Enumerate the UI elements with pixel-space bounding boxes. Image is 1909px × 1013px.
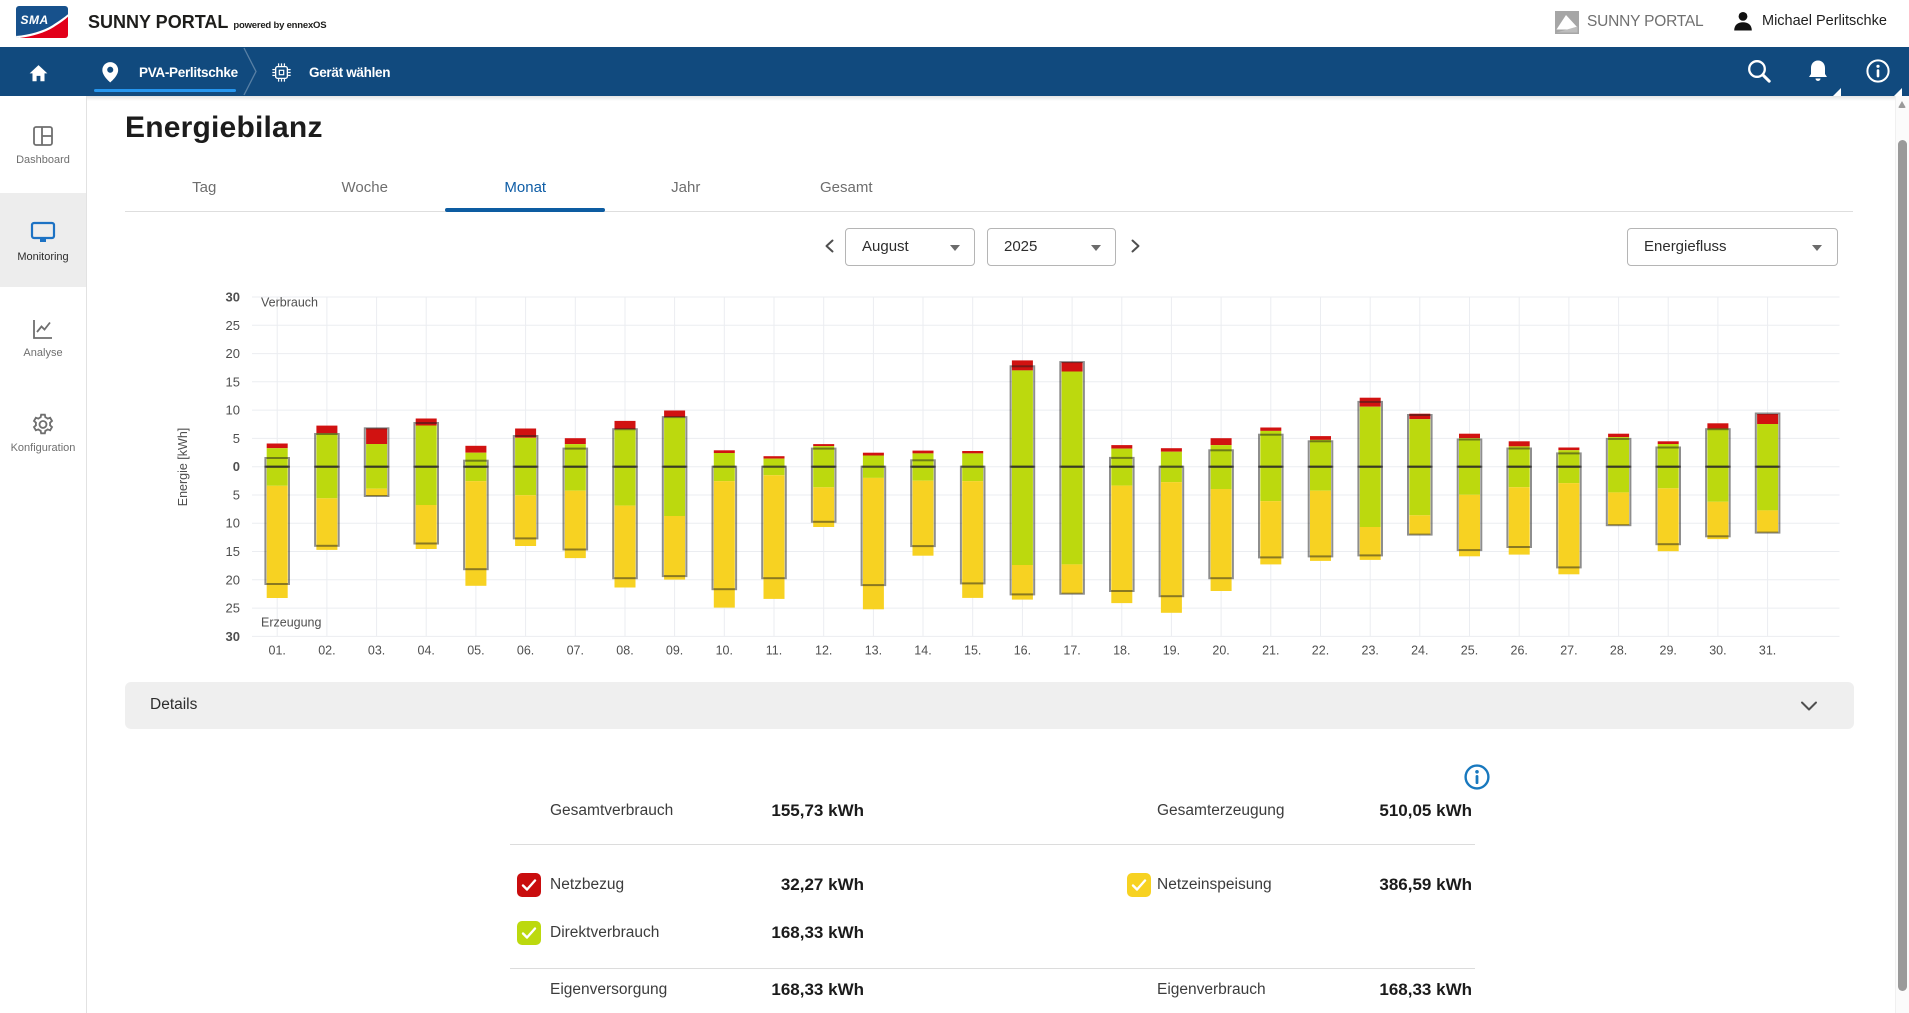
svg-text:5: 5 [233, 488, 240, 503]
svg-text:Erzeugung: Erzeugung [261, 616, 322, 630]
svg-text:30: 30 [226, 290, 240, 305]
svg-text:07.: 07. [567, 644, 584, 658]
svg-text:28.: 28. [1610, 644, 1627, 658]
svg-text:04.: 04. [418, 644, 435, 658]
svg-text:31.: 31. [1759, 644, 1776, 658]
svg-text:06.: 06. [517, 644, 534, 658]
svg-text:03.: 03. [368, 644, 385, 658]
svg-text:23.: 23. [1362, 644, 1379, 658]
svg-text:22.: 22. [1312, 644, 1329, 658]
svg-text:09.: 09. [666, 644, 683, 658]
svg-text:5: 5 [233, 431, 240, 446]
svg-text:01.: 01. [269, 644, 286, 658]
svg-text:26.: 26. [1511, 644, 1528, 658]
svg-text:08.: 08. [616, 644, 633, 658]
svg-text:12.: 12. [815, 644, 832, 658]
svg-text:10.: 10. [716, 644, 733, 658]
svg-text:17.: 17. [1063, 644, 1080, 658]
svg-text:Verbrauch: Verbrauch [261, 296, 318, 310]
svg-text:10: 10 [226, 516, 240, 531]
svg-text:20: 20 [226, 346, 240, 361]
svg-text:20: 20 [226, 572, 240, 587]
svg-text:13.: 13. [865, 644, 882, 658]
svg-text:21.: 21. [1262, 644, 1279, 658]
svg-text:16.: 16. [1014, 644, 1031, 658]
svg-text:SMA: SMA [21, 13, 49, 27]
svg-text:27.: 27. [1560, 644, 1577, 658]
svg-text:25: 25 [226, 601, 240, 616]
svg-text:14.: 14. [914, 644, 931, 658]
svg-text:30.: 30. [1709, 644, 1726, 658]
svg-text:25: 25 [226, 318, 240, 333]
svg-text:02.: 02. [318, 644, 335, 658]
svg-text:24.: 24. [1411, 644, 1428, 658]
svg-text:05.: 05. [467, 644, 484, 658]
svg-text:15.: 15. [964, 644, 981, 658]
svg-text:0: 0 [233, 459, 240, 474]
svg-text:15: 15 [226, 544, 240, 559]
svg-text:15: 15 [226, 374, 240, 389]
svg-text:11.: 11. [766, 644, 782, 658]
svg-text:29.: 29. [1660, 644, 1677, 658]
svg-text:18.: 18. [1113, 644, 1130, 658]
svg-text:20.: 20. [1212, 644, 1229, 658]
svg-text:25.: 25. [1461, 644, 1478, 658]
svg-text:19.: 19. [1163, 644, 1180, 658]
svg-text:Energie [kWh]: Energie [kWh] [176, 428, 190, 507]
svg-text:30: 30 [226, 629, 240, 644]
svg-text:10: 10 [226, 403, 240, 418]
